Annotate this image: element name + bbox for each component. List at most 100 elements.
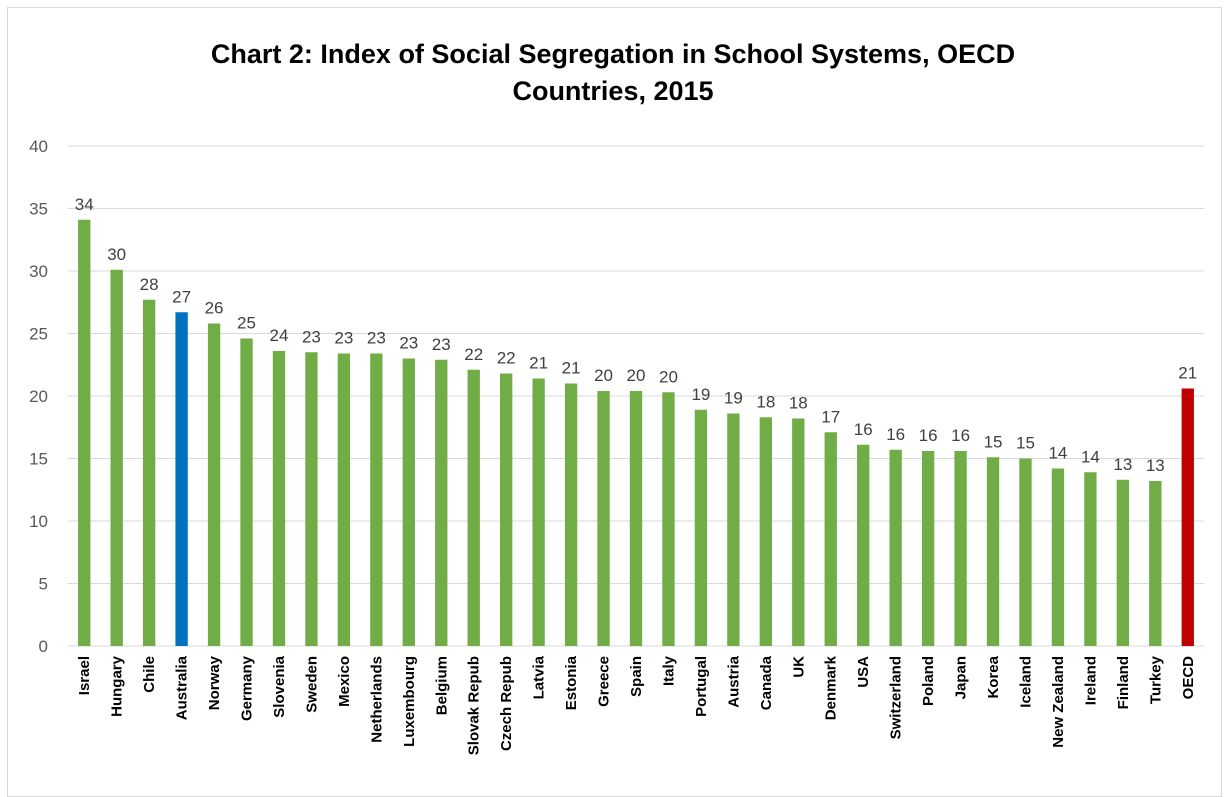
data-label-chile: 28 (140, 275, 159, 294)
category-label-new-zealand: New Zealand (1050, 656, 1067, 748)
category-label-estonia: Estonia (563, 655, 580, 710)
data-label-poland: 16 (919, 426, 938, 445)
bar-uk (792, 418, 805, 646)
category-label-austria: Austria (725, 655, 742, 707)
y-tick-label-5: 5 (39, 575, 48, 594)
bar-estonia (564, 383, 578, 646)
bar-slovenia (272, 351, 286, 646)
y-tick-label-20: 20 (29, 387, 48, 406)
data-label-switzerland: 16 (886, 425, 905, 444)
category-label-australia: Australia (174, 655, 191, 720)
bar-denmark (824, 432, 837, 646)
y-tick-label-40: 40 (29, 137, 48, 156)
category-label-germany: Germany (239, 655, 256, 721)
bar-usa (857, 444, 870, 646)
category-label-turkey: Turkey (1147, 655, 1164, 704)
data-label-germany: 25 (237, 314, 256, 333)
category-label-korea: Korea (985, 655, 1002, 698)
bar-spain (629, 391, 643, 646)
bar-portugal (694, 409, 708, 646)
category-label-portugal: Portugal (693, 656, 710, 717)
category-label-spain: Spain (628, 656, 645, 697)
category-label-sweden: Sweden (303, 656, 320, 713)
category-label-uk: UK (790, 656, 807, 678)
category-label-netherlands: Netherlands (368, 656, 385, 743)
bar-chile (142, 299, 156, 646)
bar-canada (759, 417, 772, 646)
data-label-greece: 20 (594, 366, 613, 385)
data-label-austria: 19 (724, 389, 743, 408)
y-tick-label-15: 15 (29, 450, 48, 469)
data-label-turkey: 13 (1146, 456, 1165, 475)
data-label-latvia: 21 (529, 354, 548, 373)
bar-turkey (1149, 481, 1162, 646)
data-label-hungary: 30 (107, 245, 126, 264)
data-label-portugal: 19 (691, 385, 710, 404)
data-label-mexico: 23 (334, 329, 353, 348)
category-label-israel: Israel (76, 656, 93, 695)
data-labels: 34 30 28 27 26 25 24 23 23 23 23 23 22 22 21 21 20 20 20 19… (75, 195, 1197, 475)
data-label-italy: 20 (659, 367, 678, 386)
data-label-belgium: 23 (432, 335, 451, 354)
chart-title-line-1: Chart 2: Index of Social Segregation in … (210, 39, 1016, 69)
bar-austria (727, 413, 740, 646)
y-tick-label-35: 35 (29, 200, 48, 219)
category-label-switzerland: Switzerland (888, 656, 905, 739)
data-label-canada: 18 (756, 392, 775, 411)
category-label-hungary: Hungary (109, 655, 126, 717)
data-label-netherlands: 23 (367, 329, 386, 348)
bar-sweden (305, 352, 318, 646)
y-tick-label-30: 30 (29, 262, 48, 281)
bar-iceland (1019, 458, 1032, 646)
data-label-finland: 13 (1113, 455, 1132, 474)
category-label-denmark: Denmark (823, 655, 840, 720)
data-label-israel: 34 (75, 195, 94, 214)
data-label-czech-repub: 22 (497, 349, 516, 368)
data-label-usa: 16 (854, 420, 873, 439)
data-label-oecd: 21 (1178, 364, 1197, 383)
bar-slovak-repub (467, 369, 480, 646)
bar-norway (207, 323, 221, 646)
bars (78, 219, 1194, 646)
category-label-japan: Japan (953, 656, 970, 699)
bar-new-zealand (1051, 468, 1065, 646)
category-label-ireland: Ireland (1082, 656, 1099, 705)
bar-finland (1116, 479, 1130, 646)
bar-germany (240, 338, 253, 646)
bar-ireland (1084, 472, 1097, 646)
data-label-australia: 27 (172, 287, 191, 306)
category-label-czech-repub: Czech Repub (498, 656, 515, 751)
data-label-sweden: 23 (302, 327, 321, 346)
category-label-chile: Chile (141, 656, 158, 693)
bar-korea (986, 457, 1000, 646)
bar-czech-repub (500, 373, 513, 646)
data-label-ireland: 14 (1081, 447, 1100, 466)
data-label-iceland: 15 (1016, 434, 1035, 453)
data-label-uk: 18 (789, 394, 808, 413)
category-label-iceland: Iceland (1017, 656, 1034, 708)
category-label-norway: Norway (206, 655, 223, 710)
bar-oecd (1181, 388, 1194, 646)
category-label-luxembourg: Luxembourg (401, 656, 418, 747)
bar-hungary (110, 269, 123, 646)
chart-title-line-2: Countries, 2015 (512, 76, 714, 106)
data-label-slovenia: 24 (270, 326, 289, 345)
chart-title: Chart 2: Index of Social Segregation in … (0, 36, 1226, 110)
category-labels: Israel Hungary Chile Australia Norway Germany… (76, 655, 1197, 755)
data-label-korea: 15 (984, 432, 1003, 451)
category-label-slovak-repub: Slovak Repub (466, 656, 483, 755)
y-tick-label-0: 0 (39, 637, 48, 656)
y-axis-tick-labels: 0 5 10 15 20 25 30 35 40 (29, 137, 48, 656)
bar-greece (597, 391, 610, 646)
bar-luxembourg (402, 358, 415, 646)
data-label-denmark: 17 (821, 407, 840, 426)
data-label-estonia: 21 (562, 359, 581, 378)
data-label-japan: 16 (951, 426, 970, 445)
bar-latvia (532, 378, 545, 646)
category-label-latvia: Latvia (531, 655, 548, 699)
data-label-luxembourg: 23 (399, 334, 418, 353)
category-label-belgium: Belgium (433, 656, 450, 715)
category-label-oecd: OECD (1180, 656, 1197, 700)
category-label-poland: Poland (920, 656, 937, 706)
